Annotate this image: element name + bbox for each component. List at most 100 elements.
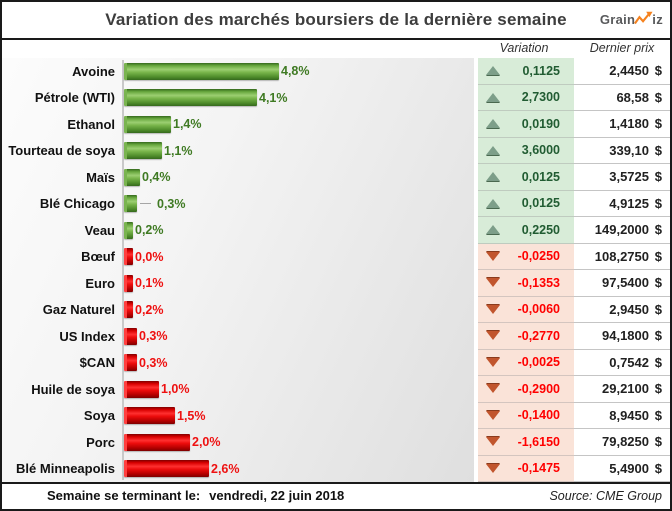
table-row: Veau 0,2% 0,2250 149,2000 $ [2, 217, 670, 244]
currency-symbol: $ [654, 195, 662, 211]
price-value: 149,2000 [594, 222, 649, 238]
variation-value: 0,0125 [521, 169, 560, 184]
grainwiz-logo: Grain iz [600, 11, 663, 28]
label-leader-line [140, 203, 151, 205]
bar-value-label: 1,5% [177, 408, 206, 423]
variation-value: 2,7300 [521, 90, 560, 105]
currency-symbol: $ [654, 275, 662, 291]
variation-value: -0,0060 [517, 302, 560, 317]
variation-cell: -0,2770 [478, 323, 574, 350]
variation-cell: -0,0025 [478, 349, 574, 376]
bar-zone: 0,1% [122, 270, 474, 297]
bar [124, 380, 159, 398]
table-row: Euro 0,1% -0,1353 97,5400 $ [2, 270, 670, 297]
variation-value: 3,6000 [521, 143, 560, 158]
variation-value: -0,2770 [517, 328, 560, 343]
price-cell: 79,8250 $ [574, 429, 670, 456]
variation-value: -1,6150 [517, 434, 560, 449]
variation-value: 0,0190 [521, 116, 560, 131]
bar-zone: 4,1% [122, 85, 474, 112]
column-gap [474, 323, 478, 350]
trend-down-icon [486, 251, 500, 261]
category-label: Avoine [72, 63, 115, 79]
category-label: Tourteau de soya [8, 143, 115, 159]
bar-value-label: 2,6% [211, 461, 240, 476]
table-row: US Index 0,3% -0,2770 94,1800 $ [2, 323, 670, 350]
bar-value-label: 1,0% [161, 382, 190, 397]
footer-week-label: Semaine se terminant le: [47, 488, 201, 503]
category-label: Huile de soya [31, 381, 115, 397]
title-bar: Variation des marchés boursiers de la de… [2, 2, 670, 40]
price-value: 5,4900 [609, 460, 649, 476]
axis-line [122, 60, 124, 480]
price-value: 29,2100 [602, 381, 649, 397]
currency-symbol: $ [654, 222, 662, 238]
bar-zone: 1,1% [122, 138, 474, 165]
price-cell: 3,5725 $ [574, 164, 670, 191]
bar-zone: 0,3% [122, 350, 474, 377]
table-row: $CAN 0,3% -0,0025 0,7542 $ [2, 349, 670, 377]
column-gap [474, 58, 478, 85]
bar [124, 115, 171, 133]
table-row: Bœuf 0,0% -0,0250 108,2750 $ [2, 243, 670, 270]
bar-value-label: 0,4% [142, 170, 171, 185]
table-row: Porc 2,0% -1,6150 79,8250 $ [2, 429, 670, 456]
currency-symbol: $ [654, 169, 662, 185]
column-gap [474, 270, 478, 297]
variation-value: -0,0250 [517, 249, 560, 264]
price-cell: 94,1800 $ [574, 323, 670, 350]
price-cell: 5,4900 $ [574, 455, 670, 482]
bar-value-label: 0,3% [157, 196, 186, 211]
bar [124, 168, 140, 186]
bar-zone: 1,5% [122, 403, 474, 430]
table-row: Soya 1,5% -0,1400 8,9450 $ [2, 402, 670, 430]
category-label: Gaz Naturel [42, 302, 115, 318]
price-cell: 4,9125 $ [574, 190, 670, 217]
column-gap [474, 429, 478, 456]
bar [124, 433, 190, 451]
column-gap [474, 217, 478, 244]
variation-value: -0,1475 [517, 461, 560, 476]
bar-value-label: 0,1% [135, 276, 164, 291]
currency-symbol: $ [654, 63, 662, 79]
price-value: 1,4180 [609, 116, 649, 132]
bar-value-label: 1,4% [173, 117, 202, 132]
table-row: Ethanol 1,4% 0,0190 1,4180 $ [2, 111, 670, 138]
variation-cell: 0,2250 [478, 217, 574, 244]
currency-symbol: $ [654, 407, 662, 423]
variation-cell: 0,0125 [478, 190, 574, 217]
currency-symbol: $ [654, 248, 662, 264]
variation-value: -0,2900 [517, 381, 560, 396]
variation-cell: -1,6150 [478, 429, 574, 456]
price-value: 339,10 [609, 142, 649, 158]
chart-plot-background [2, 58, 474, 482]
bar [124, 274, 133, 292]
footer-source: Source: CME Group [549, 488, 662, 503]
trend-up-icon [486, 198, 500, 208]
currency-symbol: $ [654, 142, 662, 158]
variation-cell: -0,1353 [478, 270, 574, 297]
trend-up-icon [486, 172, 500, 182]
price-cell: 29,2100 $ [574, 376, 670, 403]
column-gap [474, 349, 478, 376]
variation-cell: 2,7300 [478, 84, 574, 111]
trend-down-icon [486, 437, 500, 447]
bar-zone: 2,0% [122, 429, 474, 456]
column-header-spacer [2, 40, 474, 58]
price-value: 79,8250 [602, 434, 649, 450]
currency-symbol: $ [654, 434, 662, 450]
variation-cell: 3,6000 [478, 137, 574, 164]
price-value: 2,9450 [609, 301, 649, 317]
price-value: 8,9450 [609, 407, 649, 423]
price-cell: 97,5400 $ [574, 270, 670, 297]
variation-cell: -0,0060 [478, 296, 574, 323]
bar-zone: 0,3% [122, 191, 474, 218]
footer-week-ending: Semaine se terminant le: vendredi, 22 jui… [47, 488, 344, 503]
table-row: Blé Chicago 0,3% 0,0125 4,9125 $ [2, 190, 670, 218]
variation-value: 0,0125 [521, 196, 560, 211]
category-label: Blé Chicago [39, 196, 115, 212]
bar [124, 248, 133, 266]
category-label: $CAN [79, 355, 115, 371]
category-label: Blé Minneapolis [16, 461, 115, 477]
price-cell: 8,9450 $ [574, 402, 670, 429]
